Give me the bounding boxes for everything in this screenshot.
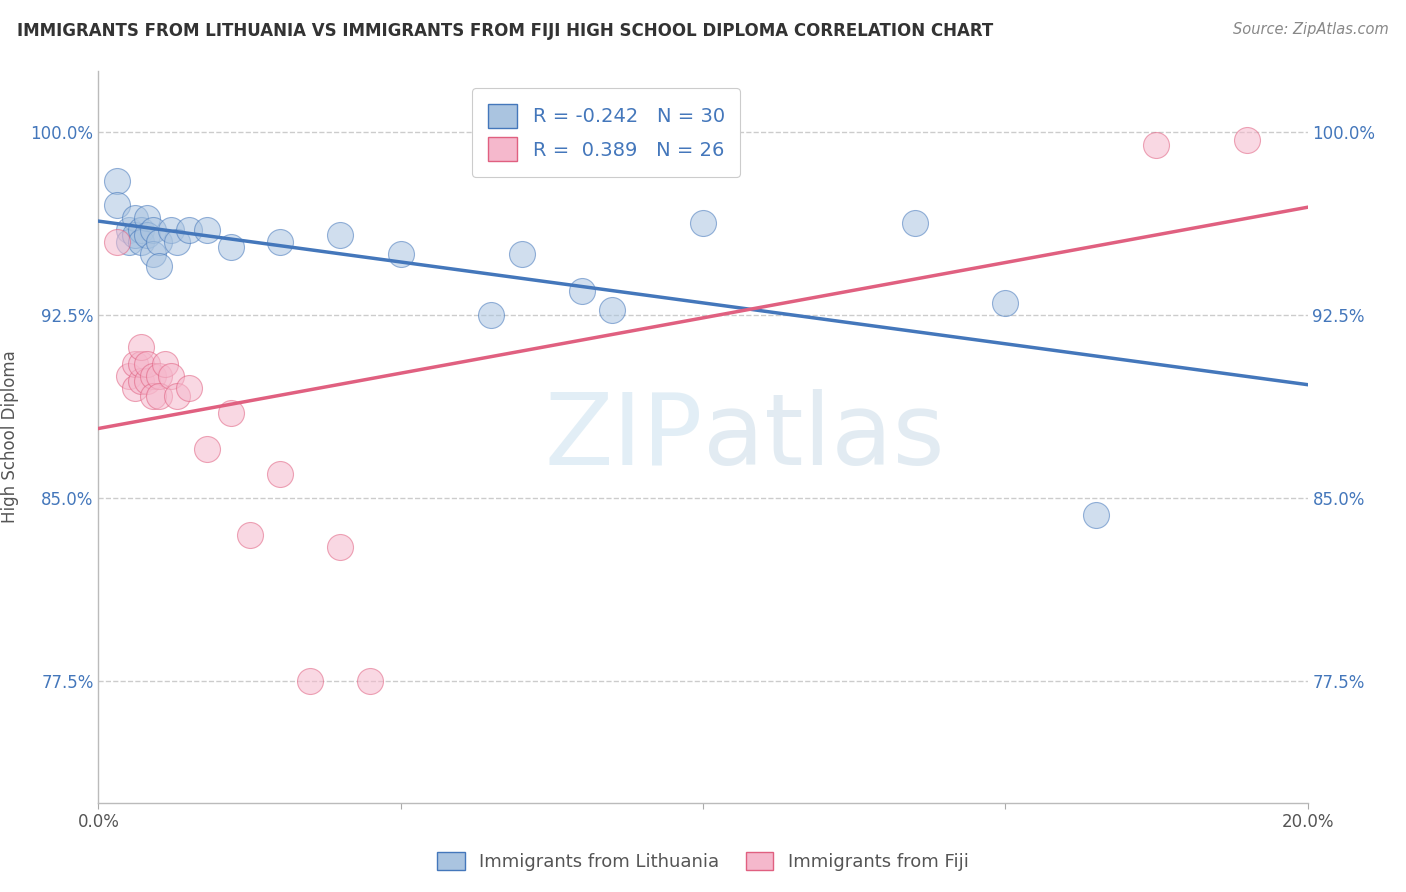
Point [221,240,243,254]
Legend: Immigrants from Lithuania, Immigrants from Fiji: Immigrants from Lithuania, Immigrants fr… [430,845,976,879]
Point [994,296,1017,310]
Text: atlas: atlas [703,389,945,485]
Point [118,223,141,237]
Point [166,235,188,249]
Point [329,227,352,242]
Point [105,235,128,249]
Point [135,211,157,225]
Point [129,340,152,354]
Point [1144,137,1167,152]
Point [510,247,533,261]
Point [195,442,218,457]
Point [692,215,714,229]
Point [142,223,165,237]
Point [129,374,152,388]
Point [160,223,183,237]
Point [269,235,291,249]
Point [105,174,128,188]
Point [160,369,183,384]
Point [135,357,157,371]
Text: IMMIGRANTS FROM LITHUANIA VS IMMIGRANTS FROM FIJI HIGH SCHOOL DIPLOMA CORRELATIO: IMMIGRANTS FROM LITHUANIA VS IMMIGRANTS … [17,22,993,40]
Point [602,303,624,318]
Point [135,227,157,242]
Point [124,357,146,371]
Point [129,235,152,249]
Point [571,284,593,298]
Point [195,223,218,237]
Point [1236,133,1258,147]
Point [142,369,165,384]
Point [124,211,146,225]
Point [179,381,201,395]
Point [118,369,141,384]
Point [148,260,170,274]
Legend: R = -0.242   N = 30, R =  0.389   N = 26: R = -0.242 N = 30, R = 0.389 N = 26 [472,88,740,177]
Point [239,527,262,541]
Point [904,215,927,229]
Point [135,374,157,388]
Y-axis label: High School Diploma: High School Diploma [1,351,20,524]
Text: Source: ZipAtlas.com: Source: ZipAtlas.com [1233,22,1389,37]
Point [142,389,165,403]
Point [148,389,170,403]
Point [269,467,291,481]
Text: ZIP: ZIP [544,389,703,485]
Point [329,540,352,554]
Point [129,223,152,237]
Point [148,369,170,384]
Point [1085,508,1108,522]
Point [299,673,322,688]
Point [118,235,141,249]
Point [129,357,152,371]
Point [360,673,382,688]
Point [389,247,412,261]
Point [166,389,188,403]
Point [142,247,165,261]
Point [153,357,176,371]
Point [481,308,503,322]
Point [124,381,146,395]
Point [179,223,201,237]
Point [148,235,170,249]
Point [105,198,128,212]
Point [124,227,146,242]
Point [221,406,243,420]
